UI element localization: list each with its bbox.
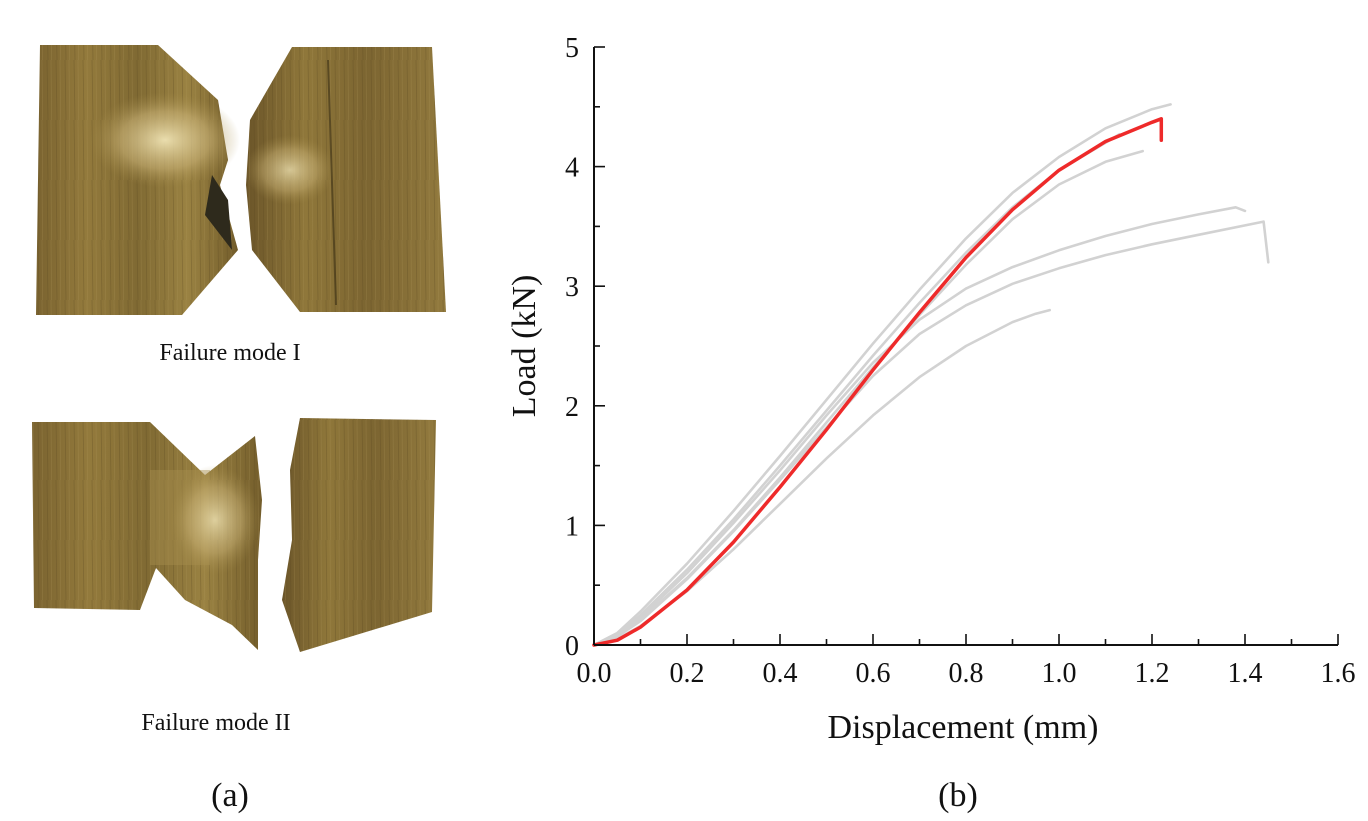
x-tick-label: 1.2 <box>1135 658 1170 689</box>
x-tick-labels: 0.0 0.2 0.4 0.6 0.8 1.0 1.2 1.4 1.6 <box>577 658 1356 689</box>
series-line-5 <box>592 220 1270 647</box>
y-tick-label: 0 <box>565 631 579 662</box>
x-tick-label: 0.4 <box>763 658 798 689</box>
y-axis-label: Load (kN) <box>506 275 543 418</box>
y-tick-label: 1 <box>565 511 579 542</box>
specimen-mode-ii: Failure mode II <box>32 418 436 736</box>
x-axis-label: Displacement (mm) <box>828 709 1099 746</box>
y-tick-label: 3 <box>565 272 579 303</box>
y-tick-label: 5 <box>565 33 579 64</box>
series-line-3 <box>592 149 1144 647</box>
y-tick-label: 2 <box>565 392 579 423</box>
panel-label-b: (b) <box>938 777 978 814</box>
series-line-1 <box>592 103 1172 647</box>
x-tick-label: 0.0 <box>577 658 612 689</box>
series-line-4 <box>592 206 1247 647</box>
panel-label-a: (a) <box>211 777 249 814</box>
panel-a: Failure mode I Failure mode II (a) <box>32 45 446 814</box>
series-lines <box>592 103 1270 647</box>
y-tick-labels: 0 1 2 3 4 5 <box>565 33 579 662</box>
x-tick-label: 1.4 <box>1228 658 1263 689</box>
series-line-7 <box>592 117 1164 647</box>
x-tick-label: 1.6 <box>1321 658 1356 689</box>
x-tick-label: 1.0 <box>1042 658 1077 689</box>
x-tick-label: 0.8 <box>949 658 984 689</box>
panel-b: 0.0 0.2 0.4 0.6 0.8 1.0 1.2 1.4 1.6 0 1 2 3 4 5 Displ… <box>506 33 1356 814</box>
caption-failure-mode-ii: Failure mode II <box>141 710 290 736</box>
specimen-mode-i: Failure mode I <box>36 45 446 366</box>
tick-marks <box>593 46 1339 646</box>
caption-failure-mode-i: Failure mode I <box>159 340 300 366</box>
x-tick-label: 0.2 <box>670 658 705 689</box>
x-tick-label: 0.6 <box>856 658 891 689</box>
y-tick-label: 4 <box>565 153 579 184</box>
